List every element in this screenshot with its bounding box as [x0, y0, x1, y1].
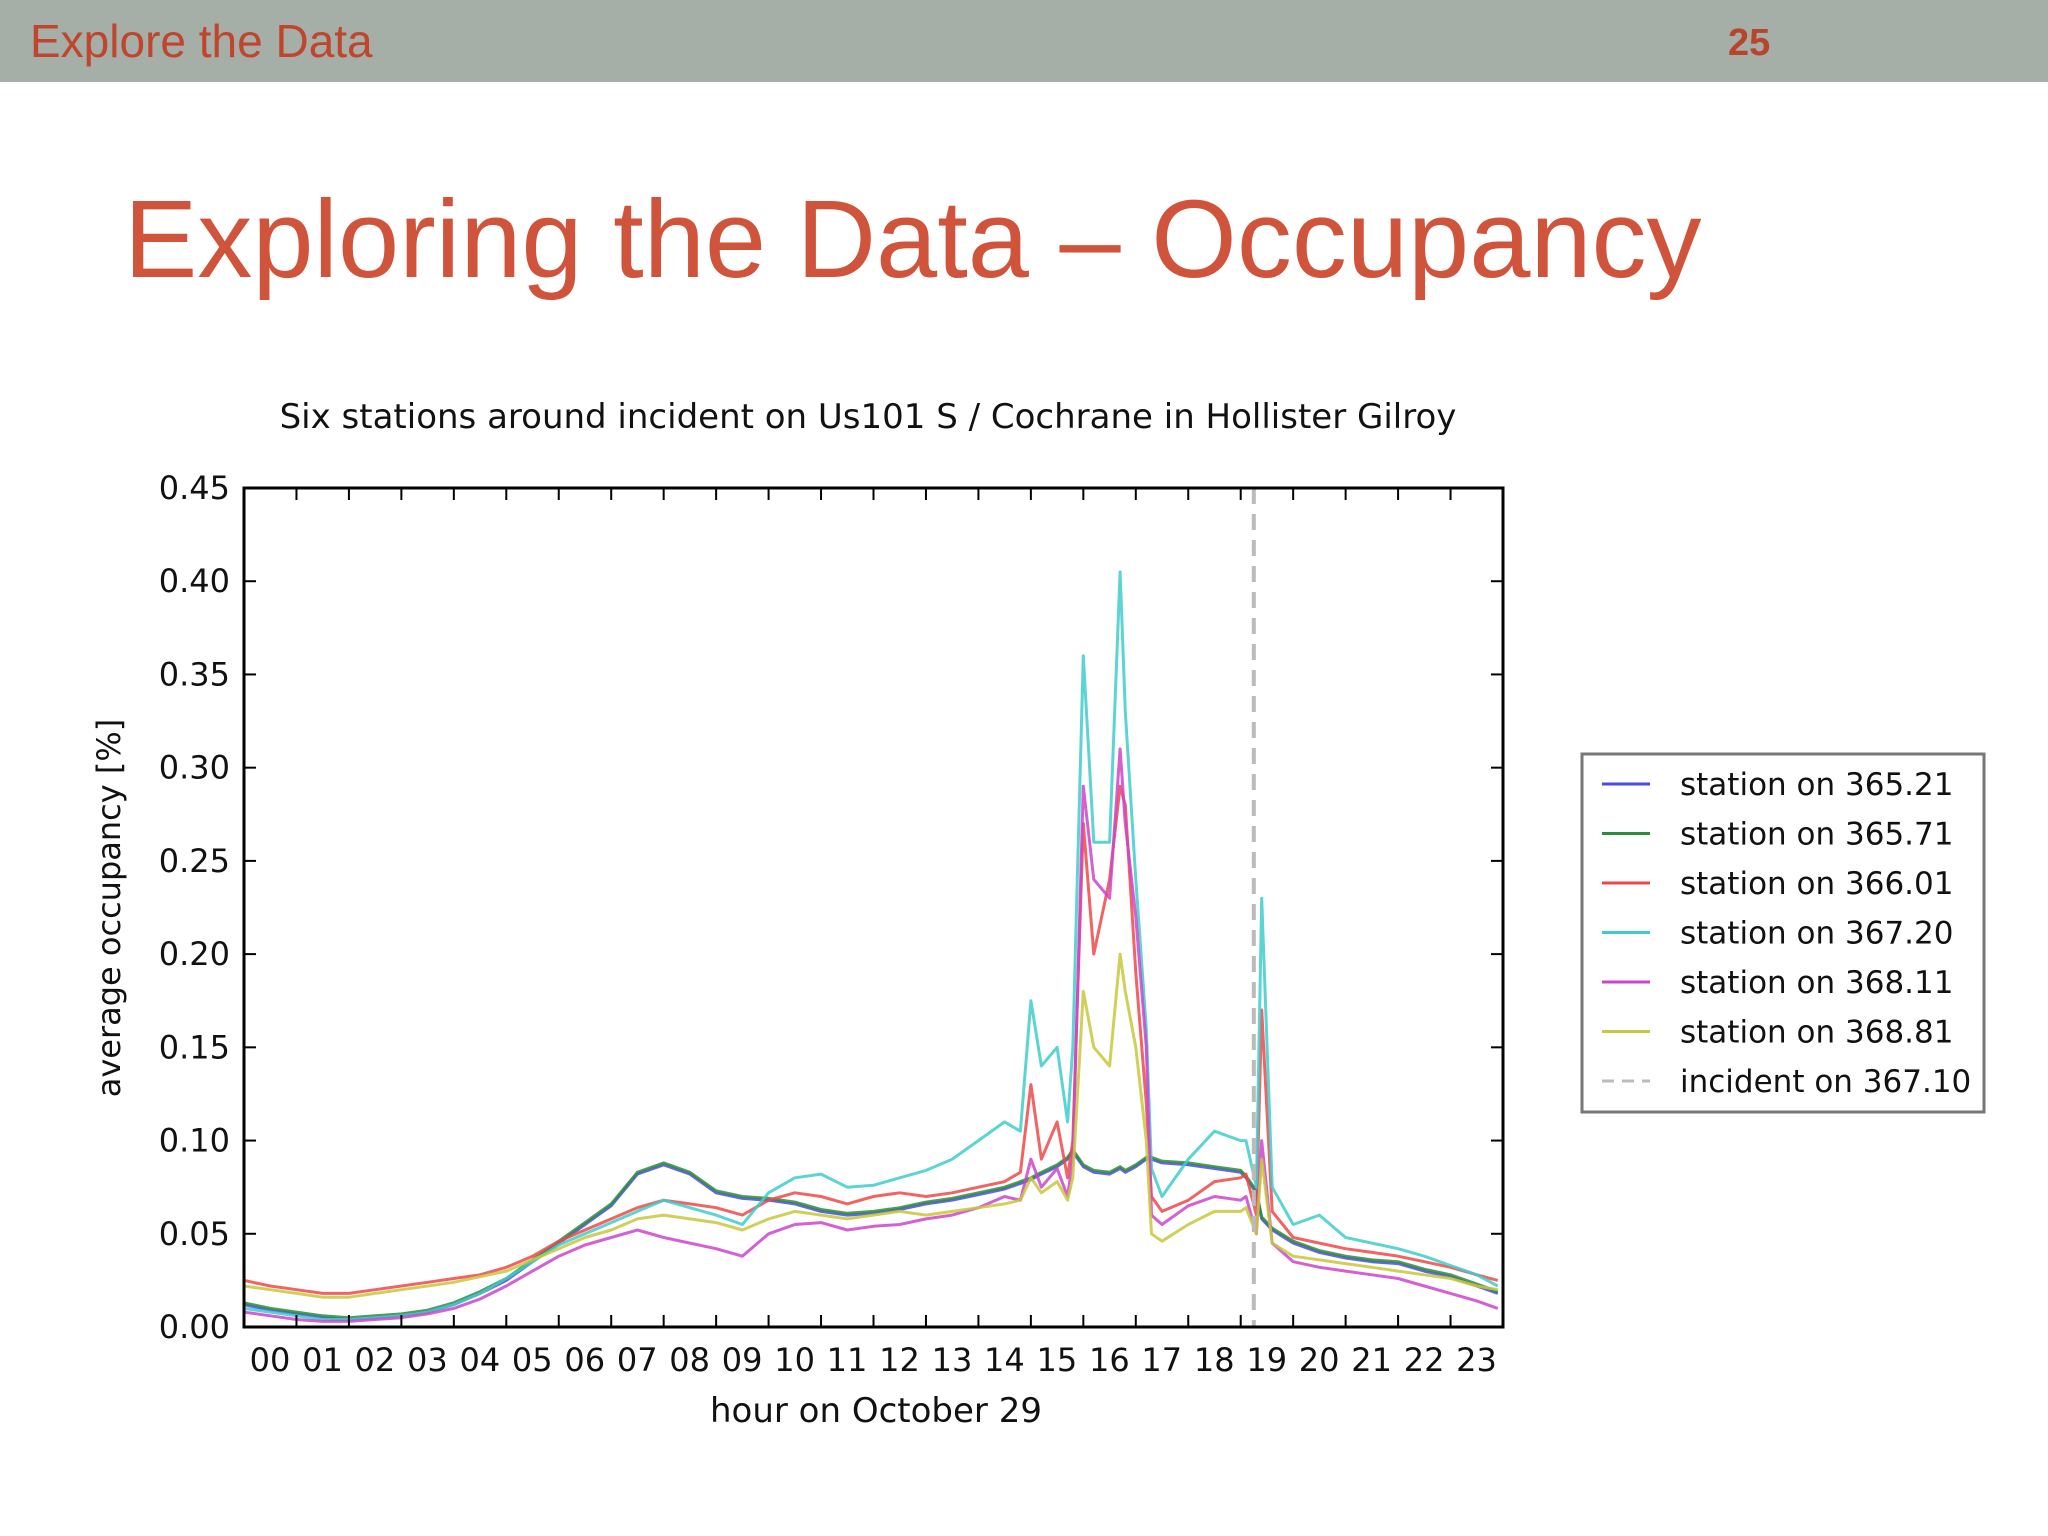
legend-label-2: station on 365.71 — [1680, 817, 1953, 853]
y-tick-label: 0.10 — [159, 1122, 230, 1160]
series-line-3 — [243, 784, 1499, 1295]
x-tick-label: 00 — [250, 1341, 291, 1379]
y-tick-label: 0.35 — [159, 655, 230, 693]
y-tick-label: 0.25 — [159, 842, 230, 880]
x-axis-label: hour on October 29 — [710, 1391, 1042, 1431]
x-tick-label: 23 — [1456, 1341, 1497, 1379]
y-tick-label: 0.30 — [159, 749, 230, 787]
series-line-6 — [243, 952, 1499, 1299]
x-tick-label: 08 — [669, 1341, 710, 1379]
slide-title: Exploring the Data – Occupancy — [124, 178, 1702, 301]
x-tick-label: 07 — [617, 1341, 658, 1379]
x-tick-label: 16 — [1089, 1341, 1130, 1379]
chart-title: Six stations around incident on Us101 S … — [280, 397, 1457, 437]
series-line-4 — [243, 570, 1499, 1321]
legend-label-5: station on 368.11 — [1680, 965, 1953, 1001]
y-tick-label: 0.05 — [159, 1215, 230, 1253]
plot-frame — [242, 486, 1505, 1329]
x-tick-label: 21 — [1351, 1341, 1392, 1379]
y-tick-label: 0.45 — [159, 469, 230, 507]
x-tick-label: 06 — [564, 1341, 605, 1379]
legend-label-3: station on 366.01 — [1680, 866, 1953, 902]
x-tick-label: 09 — [722, 1341, 763, 1379]
x-tick-label: 11 — [827, 1341, 868, 1379]
x-tick-label: 05 — [512, 1341, 553, 1379]
x-tick-label: 20 — [1299, 1341, 1340, 1379]
legend-label-4: station on 367.20 — [1680, 916, 1953, 952]
x-tick-label: 17 — [1141, 1341, 1182, 1379]
y-tick-label: 0.20 — [159, 935, 230, 973]
x-tick-label: 10 — [774, 1341, 815, 1379]
top-bar — [0, 0, 2048, 82]
x-tick-label: 19 — [1246, 1341, 1287, 1379]
y-tick-label: 0.40 — [159, 562, 230, 600]
page-number: 25 — [1728, 22, 1771, 64]
series-line-1 — [243, 1150, 1499, 1321]
x-tick-label: 13 — [932, 1341, 973, 1379]
legend-label-6: station on 368.81 — [1680, 1015, 1953, 1051]
section-title: Explore the Data — [30, 15, 373, 67]
x-tick-label: 18 — [1194, 1341, 1235, 1379]
y-axis-label: average occupancy [%] — [90, 719, 128, 1098]
legend-label-1: station on 365.21 — [1680, 767, 1953, 803]
x-tick-label: 14 — [984, 1341, 1025, 1379]
series-line-5 — [243, 747, 1499, 1323]
x-tick-label: 01 — [302, 1341, 343, 1379]
x-tick-label: 03 — [407, 1341, 448, 1379]
legend: station on 365.21 station on 365.71 statio… — [1580, 752, 1986, 1114]
series-layer — [243, 488, 1499, 1327]
x-tick-label: 22 — [1404, 1341, 1445, 1379]
y-tick-label: 0.00 — [159, 1308, 230, 1346]
legend-label-7: incident on 367.10 — [1680, 1064, 1971, 1100]
y-tick-label: 0.15 — [159, 1028, 230, 1066]
series-line-2 — [243, 1148, 1499, 1320]
x-tick-label: 04 — [459, 1341, 500, 1379]
axes-layer: 0.00 0.05 0.10 0.15 0.20 0.25 0.30 0.35 0.40 0.45… — [159, 469, 1505, 1379]
x-tick-label: 12 — [879, 1341, 920, 1379]
x-tick-label: 02 — [355, 1341, 396, 1379]
x-tick-label: 15 — [1037, 1341, 1078, 1379]
